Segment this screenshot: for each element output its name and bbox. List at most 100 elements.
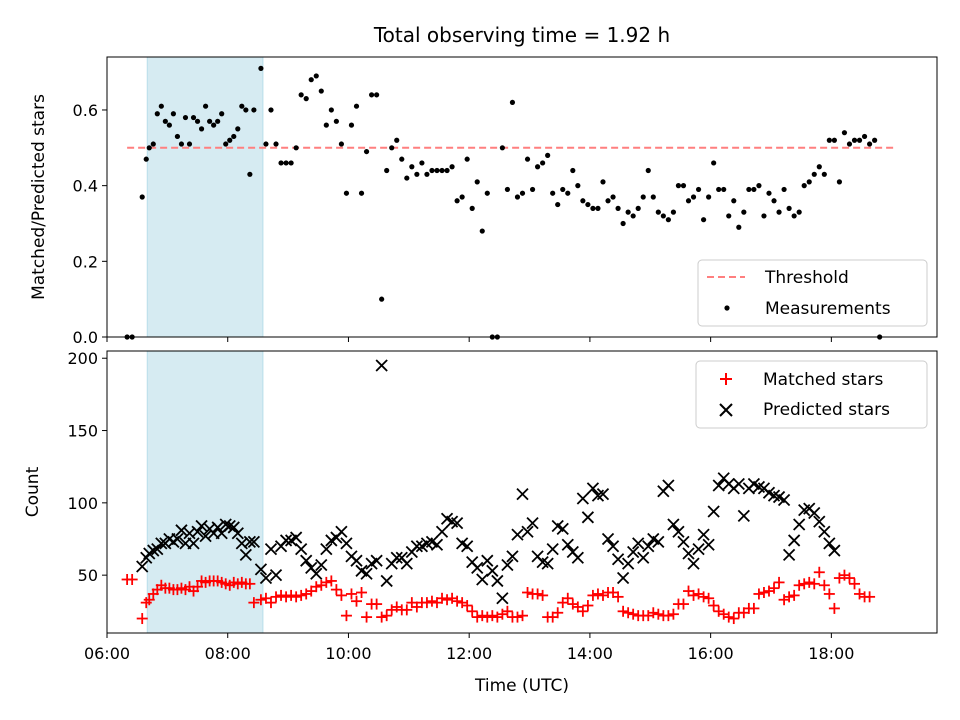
matched-star-point — [773, 576, 785, 588]
matched-star-point — [818, 579, 830, 591]
matched-star-point — [345, 588, 357, 600]
matched-star-point — [843, 572, 855, 584]
measurement-point — [439, 167, 445, 174]
predicted-star-point — [813, 515, 826, 528]
measurement-point — [251, 107, 257, 113]
chart-title: Total observing time = 1.92 h — [373, 23, 670, 47]
measurement-point — [223, 141, 229, 147]
measurement-point — [174, 133, 181, 140]
measurement-point — [756, 183, 762, 189]
matched-star-point — [265, 597, 277, 609]
matched-star-point — [768, 582, 780, 594]
matched-star-point — [436, 592, 448, 604]
predicted-star-point — [410, 540, 424, 553]
measurement-point — [801, 183, 807, 189]
matched-star-point — [275, 589, 287, 601]
measurement-point — [219, 111, 225, 117]
measurement-point — [182, 114, 189, 121]
matched-legend-label: Matched stars — [763, 370, 883, 390]
predicted-star-point — [486, 564, 499, 577]
predicted-star-point — [712, 479, 725, 492]
measurement-point — [283, 160, 289, 166]
measurement-point — [519, 190, 526, 196]
predicted-star-point — [269, 569, 283, 582]
measurement-point — [529, 186, 536, 193]
measurement-point — [207, 118, 213, 124]
measurement-point — [826, 137, 832, 143]
predicted-star-point — [300, 554, 313, 567]
predicted-star-point — [461, 540, 474, 553]
measurement-point — [570, 167, 576, 174]
matched-star-point — [290, 591, 302, 603]
top-legend-box — [697, 259, 928, 327]
matched-star-point — [808, 578, 820, 590]
measurement-point — [273, 141, 279, 147]
measurement-point — [514, 194, 521, 200]
matched-star-point — [248, 597, 260, 609]
predicted-star-point — [227, 521, 240, 534]
measurement-point — [190, 114, 197, 121]
predicted-star-point — [360, 567, 373, 580]
measurement-point — [841, 130, 848, 136]
x-tick-label: 18:00 — [808, 644, 854, 663]
bottom-y-ticks: 50 100 150 200 — [67, 349, 107, 585]
predicted-star-point — [637, 551, 650, 564]
matched-star-point — [562, 592, 574, 604]
matched-star-point — [466, 605, 478, 617]
measurement-point — [675, 183, 682, 189]
measurement-point — [821, 171, 827, 177]
predicted-star-point — [571, 551, 584, 564]
measurement-point — [379, 296, 385, 302]
measurement-point — [449, 164, 455, 170]
matched-star-point — [753, 588, 765, 600]
measurement-point — [374, 92, 380, 98]
measurement-point — [239, 103, 245, 109]
matched-star-point — [748, 602, 760, 614]
measurement-point — [368, 92, 375, 98]
predicted-star-point — [175, 524, 188, 537]
measurement-point — [459, 194, 465, 200]
predicted-star-point — [380, 574, 393, 588]
matched-star-point — [537, 589, 549, 601]
bottom-y-tick-label: 200 — [67, 349, 98, 368]
measurement-point — [215, 118, 221, 124]
matched-star-point — [320, 576, 332, 588]
matched-star-point — [698, 591, 710, 603]
measurement-point — [479, 228, 485, 234]
measurement-point — [499, 145, 505, 151]
measurement-point — [580, 198, 586, 204]
predicted-star-point — [320, 542, 333, 556]
measurement-point — [560, 186, 566, 193]
predicted-star-point — [672, 525, 685, 538]
predicted-star-point — [616, 571, 630, 585]
measurement-point — [474, 179, 480, 185]
predicted-star-point — [491, 574, 504, 588]
predicted-star-point — [350, 554, 363, 567]
measurement-point — [293, 145, 299, 151]
predicted-star-point — [652, 535, 665, 549]
predicted-star-point — [702, 538, 715, 551]
measurement-point — [504, 186, 511, 193]
predicted-star-point — [501, 558, 514, 572]
measurement-point — [540, 160, 546, 166]
matched-star-point — [652, 608, 664, 620]
matched-star-point — [471, 611, 483, 623]
measurement-point — [655, 209, 661, 215]
measurement-point — [811, 171, 817, 177]
predicted-star-point — [777, 493, 791, 507]
matched-star-point — [335, 589, 347, 601]
measurement-point — [831, 137, 837, 143]
measurement-point — [469, 205, 475, 211]
measurement-point — [771, 198, 777, 204]
measurement-point — [227, 137, 233, 143]
x-tick-label: 10:00 — [325, 644, 371, 663]
matched-star-point — [330, 584, 342, 596]
matched-star-point — [617, 605, 629, 617]
measurement-point — [595, 205, 601, 211]
matched-star-point — [340, 610, 352, 622]
matched-star-point — [522, 587, 534, 599]
predicted-star-point — [601, 532, 615, 546]
measurement-point — [146, 145, 152, 151]
measurement-point — [736, 224, 742, 230]
